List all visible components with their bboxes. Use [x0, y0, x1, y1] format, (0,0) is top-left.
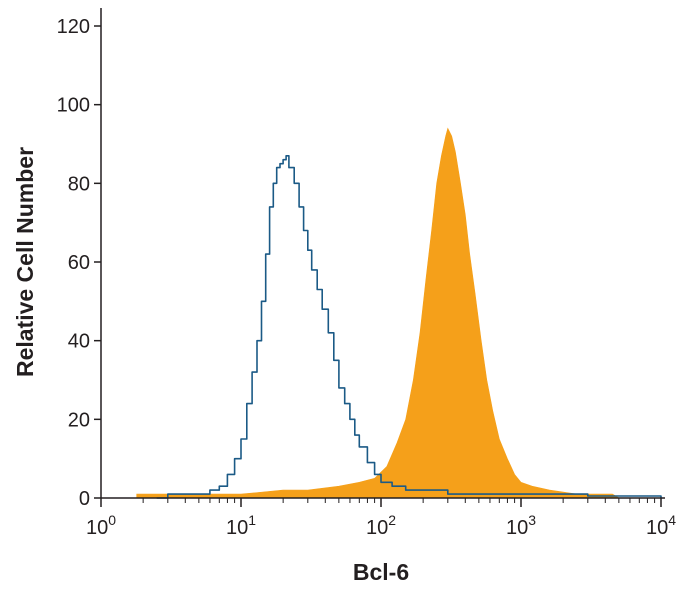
- y-axis-ticks: 0 20 40 60 80 100 120: [57, 16, 101, 510]
- y-tick-label: 100: [57, 95, 90, 117]
- x-axis-title: Bcl-6: [353, 559, 409, 585]
- plot-area: [136, 127, 662, 499]
- outline-histogram-series: [156, 155, 662, 499]
- y-axis-title: Relative Cell Number: [12, 147, 38, 377]
- x-tick-label: 104: [646, 512, 676, 539]
- x-tick-label: 102: [366, 512, 396, 539]
- filled-histogram-series: [136, 127, 620, 499]
- y-tick-label: 60: [68, 252, 90, 274]
- y-tick-label: 120: [57, 16, 90, 38]
- y-tick-label: 0: [79, 488, 90, 510]
- x-tick-label: 101: [226, 512, 256, 539]
- y-tick-label: 40: [68, 331, 90, 353]
- y-tick-label: 20: [68, 409, 90, 431]
- x-tick-label: 103: [506, 512, 536, 539]
- x-axis-ticks: 100 101 102 103 104: [86, 498, 676, 539]
- y-tick-label: 80: [68, 173, 90, 195]
- x-tick-label: 100: [86, 512, 116, 539]
